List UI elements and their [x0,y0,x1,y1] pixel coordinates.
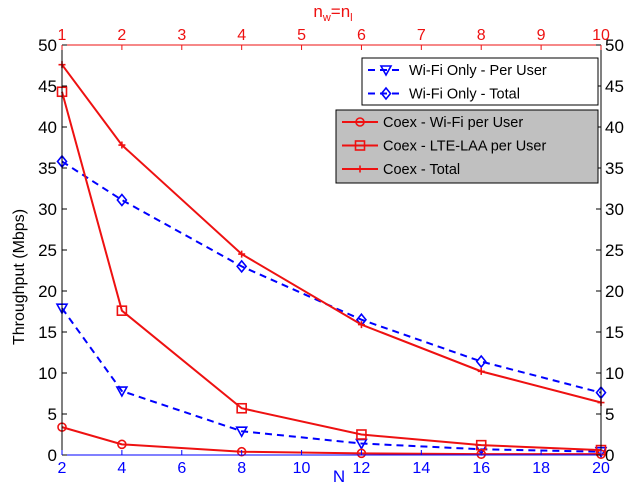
legend-box [361,57,599,106]
y-axis-label: Throughput (Mbps) [11,209,28,345]
right-y-tick-label: 25 [605,241,624,260]
right-y-tick-label: 50 [605,36,624,55]
legend-label: Wi-Fi Only - Per User [409,63,547,79]
right-y-tick-label: 20 [605,282,624,301]
legend-label: Coex - Total [383,162,460,178]
x-tick-label: 16 [472,460,490,477]
x-tick-label: 2 [58,460,67,477]
y-tick-label: 40 [38,118,57,137]
axes: 0510152025303540455005101520253035404550… [38,27,624,477]
legend-marker [356,165,364,173]
right-y-tick-label: 15 [605,323,624,342]
axis-labels: Throughput (Mbps) N nw=nl [11,2,353,486]
legend-label: Wi-Fi Only - Total [409,87,520,103]
top-x-tick-label: 9 [537,27,546,44]
legend-label: Coex - LTE-LAA per User [383,139,546,155]
legend-marker [354,140,366,151]
data-point [236,259,248,274]
y-tick-label: 0 [48,446,57,465]
data-point [356,448,367,459]
data-point [117,439,127,450]
y-tick-label: 35 [38,159,57,178]
legend-marker [379,65,393,77]
x-axis-label: N [333,467,345,486]
data-point [475,439,487,451]
y-tick-label: 50 [38,36,57,55]
data-point [236,446,247,457]
data-point [116,305,128,316]
top-x-axis-label: nw=nl [313,2,352,24]
legend-marker [355,117,365,127]
top-x-tick-label: 7 [417,27,426,44]
top-x-tick-label: 8 [477,27,486,44]
y-tick-label: 15 [38,323,57,342]
series-line [61,160,602,394]
top-x-tick-label: 3 [177,27,186,44]
x-tick-label: 8 [237,460,246,477]
x-tick-label: 20 [592,460,610,477]
top-x-tick-label: 5 [297,27,306,44]
legend-marker [380,86,392,101]
legend-1: Wi-Fi Only - Per User Wi-Fi Only - Total [361,57,599,106]
x-tick-label: 4 [117,460,126,477]
x-tick-label: 6 [177,460,186,477]
series-line [61,64,602,404]
top-x-tick-label: 1 [58,27,67,44]
data-point [236,402,247,414]
x-tick-label: 12 [353,460,371,477]
top-x-axis-label-sub1: w [322,12,331,24]
right-y-tick-label: 5 [605,405,614,424]
data-point [477,367,485,375]
y-tick-label: 25 [38,241,57,260]
right-y-tick-label: 30 [605,200,624,219]
right-y-tick-label: 0 [605,446,614,465]
top-x-axis-label-eq: =n [331,2,350,21]
right-y-tick-label: 40 [605,118,624,137]
x-tick-label: 14 [412,460,430,477]
data-point [357,321,365,329]
legend-label: Coex - Wi-Fi per User [383,115,523,131]
top-x-axis-label-sub2: l [350,12,352,24]
data-point [116,193,128,207]
legend-box [335,109,599,184]
top-x-tick-label: 4 [237,27,246,44]
y-tick-label: 45 [38,77,57,96]
y-tick-label: 30 [38,200,57,219]
series-line [61,91,602,452]
y-tick-label: 5 [48,405,57,424]
y-tick-label: 20 [38,282,57,301]
y-tick-label: 10 [38,364,57,383]
top-x-axis-label-base: n [313,2,322,21]
legends: Wi-Fi Only - Per User Wi-Fi Only - Total C… [335,57,599,184]
right-y-tick-label: 35 [605,159,624,178]
right-y-tick-label: 10 [605,364,624,383]
series-line [61,307,602,453]
data-point [235,426,249,438]
x-tick-label: 18 [532,460,550,477]
plot-background [62,45,601,455]
x-tick-label: 10 [293,460,311,477]
data-point [356,429,367,440]
data-point [238,250,246,258]
data-point [475,354,487,369]
plot-area [55,45,608,459]
data-point [118,141,126,149]
top-x-tick-label: 10 [592,27,610,44]
data-point [115,386,129,398]
legend-2: Coex - Wi-Fi per User Coex - LTE-LAA per … [335,109,599,184]
top-x-tick-label: 6 [357,27,366,44]
right-y-tick-label: 45 [605,77,624,96]
top-x-tick-label: 2 [117,27,126,44]
